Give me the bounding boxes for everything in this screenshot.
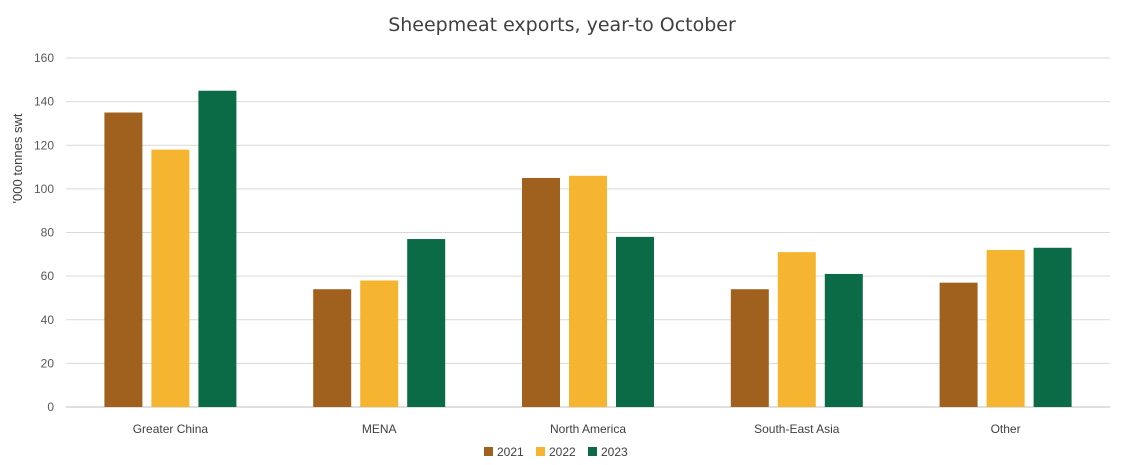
y-tick-label: 80	[41, 226, 55, 240]
y-tick-label: 60	[41, 269, 55, 283]
legend-label-2021: 2021	[497, 445, 524, 459]
bar-2022-other	[986, 249, 1025, 407]
x-tick-label: North America	[550, 422, 626, 436]
bar-2023-other	[1033, 247, 1072, 407]
y-axis-title: '000 tonnes swt	[10, 113, 25, 203]
x-tick-label: MENA	[362, 422, 397, 436]
bar-2023-greater-china	[198, 90, 237, 407]
y-tick-label: 0	[47, 400, 54, 414]
y-tick-label: 140	[34, 95, 54, 109]
x-tick-label: Greater China	[133, 422, 209, 436]
bar-2021-greater-china	[104, 112, 143, 407]
legend-swatch-2023	[588, 447, 597, 456]
x-tick-label: Other	[991, 422, 1021, 436]
bar-2022-north-america	[569, 175, 607, 407]
bar-2021-other	[939, 282, 978, 407]
y-tick-label: 40	[41, 313, 55, 327]
legend-swatch-2021	[484, 447, 493, 456]
bar-2022-greater-china	[151, 149, 190, 408]
chart-title: Sheepmeat exports, year-to October	[388, 14, 736, 36]
y-tick-label: 120	[34, 138, 54, 152]
legend-label-2022: 2022	[549, 445, 576, 459]
bar-2022-south-east-asia	[777, 252, 816, 407]
legend-swatch-2022	[536, 447, 545, 456]
legend-label-2023: 2023	[601, 445, 628, 459]
y-tick-label: 100	[34, 182, 54, 196]
bar-2023-mena	[407, 239, 446, 407]
bar-2021-south-east-asia	[730, 289, 769, 407]
bar-2021-mena	[313, 289, 352, 407]
bar-2023-north-america	[616, 236, 654, 407]
bar-2022-mena	[360, 280, 399, 407]
x-tick-label: South-East Asia	[754, 422, 840, 436]
bar-2021-north-america	[522, 177, 560, 407]
y-tick-label: 20	[41, 356, 55, 370]
y-tick-label: 160	[34, 51, 54, 65]
bar-2023-south-east-asia	[824, 273, 863, 407]
